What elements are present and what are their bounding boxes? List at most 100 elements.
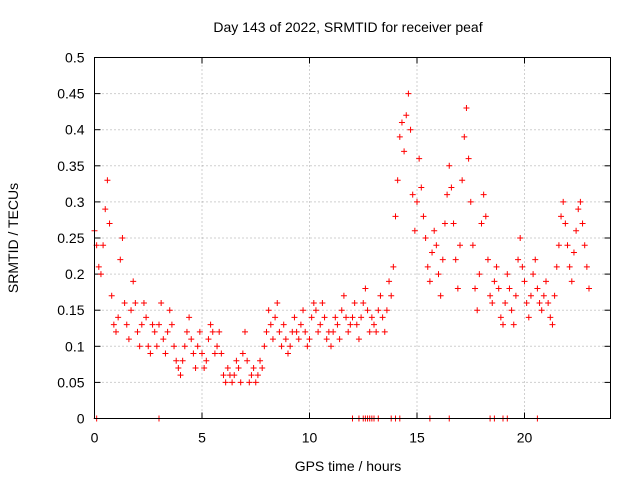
data-point-marker: [287, 343, 294, 350]
data-point-marker: [523, 299, 530, 306]
data-point-marker: [573, 227, 580, 234]
data-point-marker: [463, 105, 470, 112]
data-point-marker: [355, 336, 362, 343]
data-point-marker: [250, 364, 257, 371]
data-point-marker: [581, 242, 588, 249]
data-point-marker: [570, 249, 577, 256]
data-point-marker: [224, 364, 231, 371]
data-point-marker: [472, 285, 479, 292]
y-tick-label: 0.3: [65, 194, 85, 210]
x-axis-ticks: 0 5 10 15 20: [91, 57, 532, 446]
data-point-marker: [233, 357, 240, 364]
data-point-marker: [358, 314, 365, 321]
data-point-marker: [351, 299, 358, 306]
data-point-marker: [323, 336, 330, 343]
data-point-marker: [500, 321, 506, 328]
data-point-marker: [188, 336, 195, 343]
grid-layer: [94, 57, 611, 419]
data-point-marker: [424, 263, 431, 270]
data-point-marker: [411, 227, 418, 234]
data-point-marker: [319, 299, 326, 306]
data-point-marker: [431, 227, 438, 234]
data-point-marker: [244, 357, 251, 364]
data-point-marker: [422, 235, 429, 241]
y-tick-label: 0.05: [57, 374, 84, 390]
data-point-marker: [474, 307, 481, 314]
data-point-marker: [521, 278, 528, 285]
data-point-marker: [278, 343, 285, 350]
data-point-marker: [171, 343, 178, 350]
data-point-marker: [317, 321, 324, 328]
data-point-marker: [149, 321, 156, 328]
data-point-marker: [136, 343, 143, 350]
data-point-marker: [106, 220, 113, 227]
data-point-marker: [132, 299, 139, 306]
data-point-marker: [487, 292, 494, 299]
data-point-marker: [343, 314, 350, 321]
data-point-marker: [218, 350, 225, 357]
data-point-marker: [512, 292, 519, 299]
x-tick-label: 5: [198, 430, 206, 446]
data-point-marker: [291, 314, 298, 321]
data-point-marker: [246, 379, 253, 386]
data-point-marker: [398, 119, 405, 126]
y-tick-label: 0.2: [65, 266, 85, 282]
data-point-marker: [113, 328, 119, 335]
y-tick-label: 0.5: [65, 50, 85, 66]
data-point-marker: [119, 235, 126, 241]
data-point-marker: [242, 328, 248, 335]
data-point-marker: [338, 307, 345, 314]
y-tick-label: 0.25: [57, 230, 84, 246]
data-point-marker: [104, 177, 111, 184]
data-point-marker: [263, 328, 270, 335]
data-markers: [91, 90, 592, 422]
data-point-marker: [190, 350, 197, 357]
data-point-marker: [508, 307, 515, 314]
data-point-marker: [312, 307, 319, 314]
data-point-marker: [435, 271, 442, 278]
data-point-marker: [211, 350, 218, 357]
data-point-marker: [160, 336, 167, 343]
data-point-marker: [173, 357, 180, 364]
data-point-marker: [568, 278, 575, 285]
data-point-marker: [252, 379, 259, 386]
data-point-marker: [491, 278, 498, 285]
data-point-marker: [478, 220, 485, 227]
data-point-marker: [254, 372, 261, 379]
data-point-marker: [147, 350, 154, 357]
x-tick-label: 15: [409, 430, 425, 446]
data-point-marker: [115, 314, 122, 321]
data-point-marker: [575, 206, 582, 213]
data-point-marker: [207, 321, 214, 328]
data-point-marker: [506, 285, 513, 292]
data-point-marker: [394, 177, 401, 184]
data-point-marker: [497, 314, 504, 321]
data-point-marker: [158, 299, 165, 306]
data-point-marker: [257, 357, 264, 364]
data-point-marker: [368, 314, 375, 321]
data-point-marker: [128, 307, 135, 314]
data-point-marker: [179, 357, 186, 364]
data-point-marker: [407, 126, 414, 133]
data-point-marker: [145, 343, 152, 350]
y-tick-label: 0.4: [65, 122, 85, 138]
data-point-marker: [517, 235, 524, 241]
data-point-marker: [353, 321, 360, 328]
data-point-marker: [502, 299, 509, 306]
data-point-marker: [315, 328, 322, 335]
data-point-marker: [117, 256, 124, 263]
data-point-marker: [304, 343, 311, 350]
data-point-marker: [401, 148, 408, 155]
data-point-marker: [392, 213, 399, 220]
data-point-marker: [237, 379, 244, 386]
data-point-marker: [448, 184, 455, 191]
data-point-marker: [403, 112, 410, 119]
data-point-marker: [390, 263, 397, 270]
data-point-marker: [330, 328, 337, 335]
data-point-marker: [175, 364, 182, 371]
data-point-marker: [300, 307, 307, 314]
data-point-marker: [515, 256, 522, 263]
data-point-marker: [420, 213, 427, 220]
y-tick-label: 0.35: [57, 158, 84, 174]
y-axis-label: SRMTID / TECUs: [5, 183, 21, 293]
